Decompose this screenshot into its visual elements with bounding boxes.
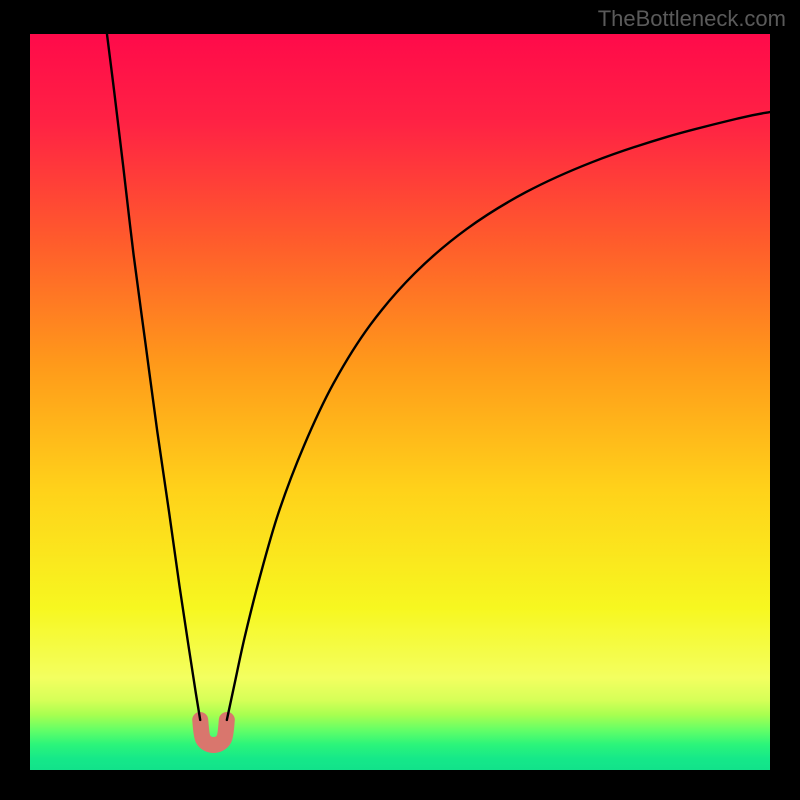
bottleneck-plot <box>30 34 770 770</box>
watermark-text: TheBottleneck.com <box>598 6 786 32</box>
gradient-background <box>30 34 770 770</box>
chart-root: TheBottleneck.com <box>0 0 800 800</box>
